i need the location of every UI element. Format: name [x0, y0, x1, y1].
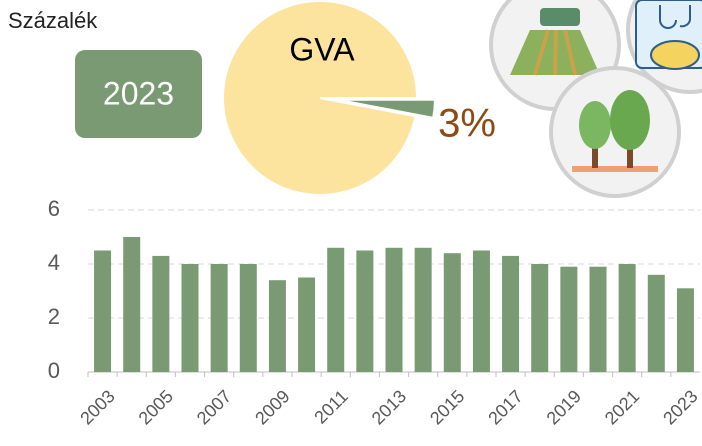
x-tick-label: 2007 [193, 386, 235, 428]
pie-value-label: 3% [438, 102, 496, 146]
bar [181, 264, 199, 372]
bar [414, 247, 432, 372]
x-tick-label: 2009 [251, 386, 293, 428]
x-tick-label: 2019 [543, 386, 585, 428]
x-tick-label: 2003 [76, 386, 118, 428]
bar [210, 264, 228, 372]
year-badge [75, 50, 202, 138]
y-tick-label: 4 [48, 250, 60, 275]
bar [356, 250, 374, 372]
bar [472, 250, 490, 372]
pie-subtitle: 2023 [103, 75, 174, 111]
bar [618, 264, 636, 372]
bar [589, 266, 607, 372]
pie-slice [222, 0, 419, 196]
y-tick-label: 6 [48, 196, 60, 221]
pie: 3% [222, 0, 496, 196]
bar [676, 288, 694, 372]
y-tick-label: 0 [48, 358, 60, 383]
bar [502, 255, 520, 372]
bar [298, 277, 316, 372]
bar [647, 274, 665, 372]
bar-chart: 0 2 4 6 2003 2005 2007 2009 2011 2013 2015 2017 2019… [48, 196, 702, 429]
bar [152, 255, 170, 372]
x-tick-label: 2023 [659, 386, 701, 428]
pie-title: GVA [289, 31, 355, 67]
y-axis-label: Százalék [8, 8, 98, 33]
bar [123, 237, 141, 372]
x-tick-label: 2011 [310, 386, 352, 428]
x-tick-label: 2017 [484, 386, 526, 428]
bar [94, 250, 112, 372]
x-tick-label: 2013 [368, 386, 410, 428]
icons [489, 0, 702, 198]
bar [531, 264, 549, 372]
pie-slice [337, 98, 436, 120]
x-tick-label: 2005 [135, 386, 177, 428]
y-tick-label: 2 [48, 304, 60, 329]
bar [443, 253, 461, 372]
bar [385, 247, 403, 372]
x-tick-label: 2015 [426, 386, 468, 428]
bar [239, 264, 257, 372]
x-tick-label: 2021 [601, 386, 643, 428]
bar [560, 266, 578, 372]
bar [327, 247, 345, 372]
bar [268, 280, 286, 372]
